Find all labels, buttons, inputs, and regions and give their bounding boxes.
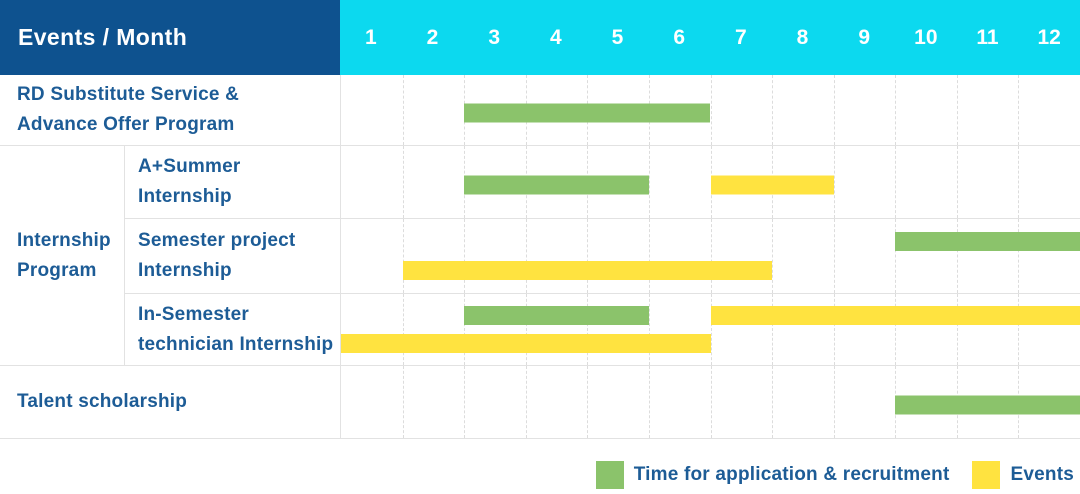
legend-item-events: Events	[972, 460, 1074, 489]
month-gridline	[895, 146, 897, 218]
month-label: 10	[914, 25, 938, 49]
events-bar	[710, 175, 834, 195]
month-gridline	[402, 366, 404, 438]
recruitment-bar	[464, 306, 649, 326]
row-label-text: Advance Offer Program	[17, 114, 235, 135]
recruitment-bar	[895, 395, 1080, 415]
events-bar	[341, 334, 711, 354]
month-gridline	[833, 294, 835, 365]
month-gridline	[772, 366, 774, 438]
row-label: Talent scholarship	[0, 366, 340, 439]
month-gridline	[956, 219, 958, 293]
month-label: 1	[364, 25, 377, 49]
month-gridline	[464, 219, 466, 293]
month-gridline	[648, 146, 650, 218]
month-gridline	[525, 219, 527, 293]
chart-row	[340, 219, 1080, 294]
chart-row	[340, 294, 1080, 366]
month-gridline	[1018, 219, 1020, 293]
chart-row	[340, 146, 1080, 219]
month-gridline	[956, 294, 958, 365]
chart-row	[340, 75, 1080, 146]
month-gridline	[525, 294, 527, 365]
month-gridline	[772, 219, 774, 293]
month-label: 7	[734, 25, 747, 49]
table-header: Events / Month 1 2 3 4 5 6 7 8 9 10 11 12	[0, 0, 1080, 75]
month-gridline	[833, 219, 835, 293]
month-label: 11	[976, 25, 999, 49]
month-gridline	[772, 294, 774, 365]
row-label-text: Internship	[138, 260, 232, 281]
row-label-text: Semester project	[138, 230, 296, 251]
month-gridline	[402, 146, 404, 218]
month-gridline	[1018, 294, 1020, 365]
sub-row-label: A+Summer Internship	[124, 146, 340, 219]
month-gridline	[833, 75, 835, 145]
page-title: Events / Month	[18, 24, 188, 50]
header-title-cell: Events / Month	[0, 0, 340, 75]
sub-row-label: In-Semester technician Internship	[124, 294, 340, 366]
month-gridline	[402, 219, 404, 293]
legend: Time for application & recruitment Event…	[0, 439, 1080, 494]
month-gridline	[1018, 146, 1020, 218]
month-gridline	[710, 219, 712, 293]
months-header: 1 2 3 4 5 6 7 8 9 10 11 12	[340, 0, 1080, 75]
legend-label-recruitment: Time for application & recruitment	[633, 463, 950, 485]
row-label-text: In-Semester	[138, 303, 249, 325]
month-gridline	[895, 75, 897, 145]
recruitment-swatch-icon	[595, 460, 624, 489]
group-label: Internship Program	[0, 146, 124, 366]
month-gridline	[464, 294, 466, 365]
month-gridline	[895, 294, 897, 365]
month-label: 3	[488, 25, 500, 49]
sub-row-label: Semester project Internship	[124, 219, 340, 294]
month-gridline	[833, 366, 835, 438]
month-gridline	[525, 366, 527, 438]
row-label-text: technician Internship	[138, 333, 334, 355]
month-gridline	[402, 75, 404, 145]
gantt-body: RD Substitute Service & Advance Offer Pro…	[0, 75, 1080, 439]
row-label-text: Internship	[138, 186, 232, 207]
month-gridline	[464, 366, 466, 438]
events-bar	[402, 261, 773, 281]
recruitment-bar	[464, 103, 711, 123]
events-bar	[710, 306, 1080, 326]
month-gridline	[648, 219, 650, 293]
events-swatch-icon	[972, 460, 1001, 489]
recruitment-bar	[895, 231, 1080, 251]
month-label: 12	[1037, 25, 1061, 49]
month-gridline	[587, 294, 589, 365]
month-gridline	[587, 219, 589, 293]
month-gridline	[587, 366, 589, 438]
month-gridline	[833, 146, 835, 218]
chart-row	[340, 366, 1080, 439]
month-gridline	[710, 366, 712, 438]
month-gridline	[1018, 75, 1020, 145]
month-gridline	[648, 366, 650, 438]
month-label: 6	[673, 25, 685, 49]
legend-item-recruitment: Time for application & recruitment	[595, 460, 950, 489]
row-label: RD Substitute Service & Advance Offer Pro…	[0, 75, 340, 146]
row-label-text: RD Substitute Service &	[17, 84, 240, 105]
month-label: 2	[426, 25, 439, 49]
month-gridline	[710, 75, 712, 145]
row-label-text: Talent scholarship	[17, 391, 188, 412]
recruitment-bar	[464, 175, 649, 195]
month-label: 4	[549, 25, 562, 49]
month-gridline	[772, 75, 774, 145]
month-gridline	[402, 294, 404, 365]
month-gridline	[956, 75, 958, 145]
month-gridline	[710, 294, 712, 365]
row-label-text: A+Summer	[138, 156, 241, 177]
month-label: 8	[796, 25, 809, 49]
month-label: 9	[858, 25, 870, 49]
month-gridline	[648, 294, 650, 365]
month-label: 5	[611, 25, 624, 49]
month-gridline	[956, 146, 958, 218]
month-gridline	[895, 219, 897, 293]
legend-label-events: Events	[1010, 463, 1074, 485]
